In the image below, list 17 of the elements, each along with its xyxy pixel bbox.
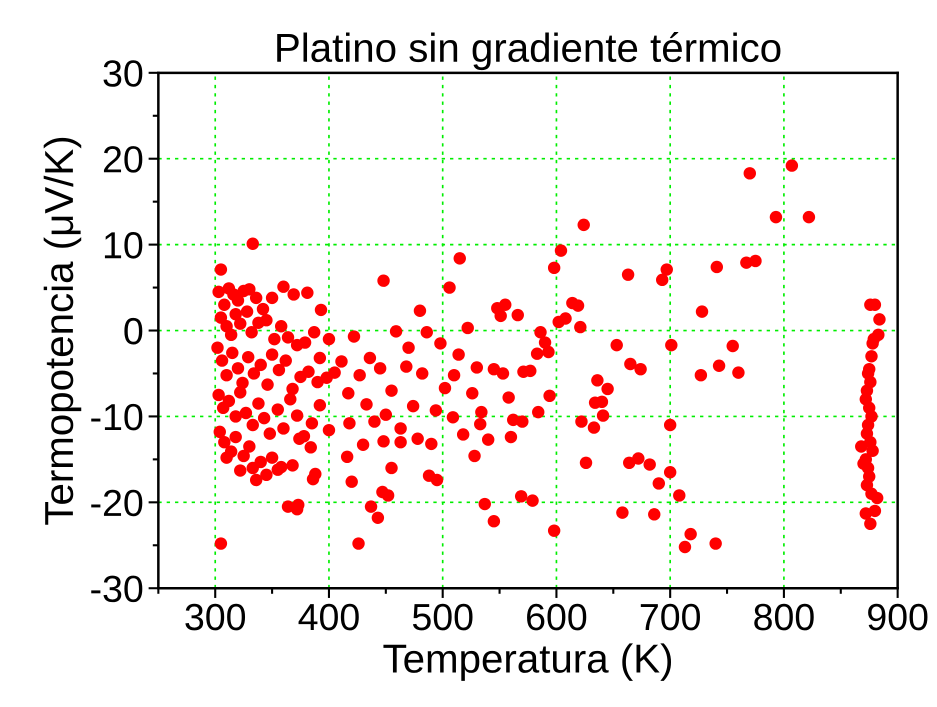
y-tick-label: 30 xyxy=(103,60,142,87)
x-tick-label: 400 xyxy=(298,604,359,630)
x-tick-label: 600 xyxy=(527,604,586,630)
x-tick-label: 500 xyxy=(412,604,473,630)
chart-title: Platino sin gradiente térmico xyxy=(277,32,780,70)
x-tick-label: 700 xyxy=(640,604,700,630)
y-tick-label: -30 xyxy=(91,576,142,602)
x-tick-label: 800 xyxy=(754,604,814,630)
y-tick-label: 10 xyxy=(104,232,142,259)
y-tick-label: 20 xyxy=(104,146,142,173)
y-tick-label: -10 xyxy=(91,404,142,430)
x-tick-label: 900 xyxy=(868,604,928,630)
y-axis-title: Termopotencia (μV/K) xyxy=(44,138,82,525)
x-tick-label: 300 xyxy=(185,604,246,630)
y-tick-label: -20 xyxy=(91,490,142,516)
x-axis-title: Temperatura (K) xyxy=(383,643,671,681)
y-tick-label: 0 xyxy=(124,318,142,344)
